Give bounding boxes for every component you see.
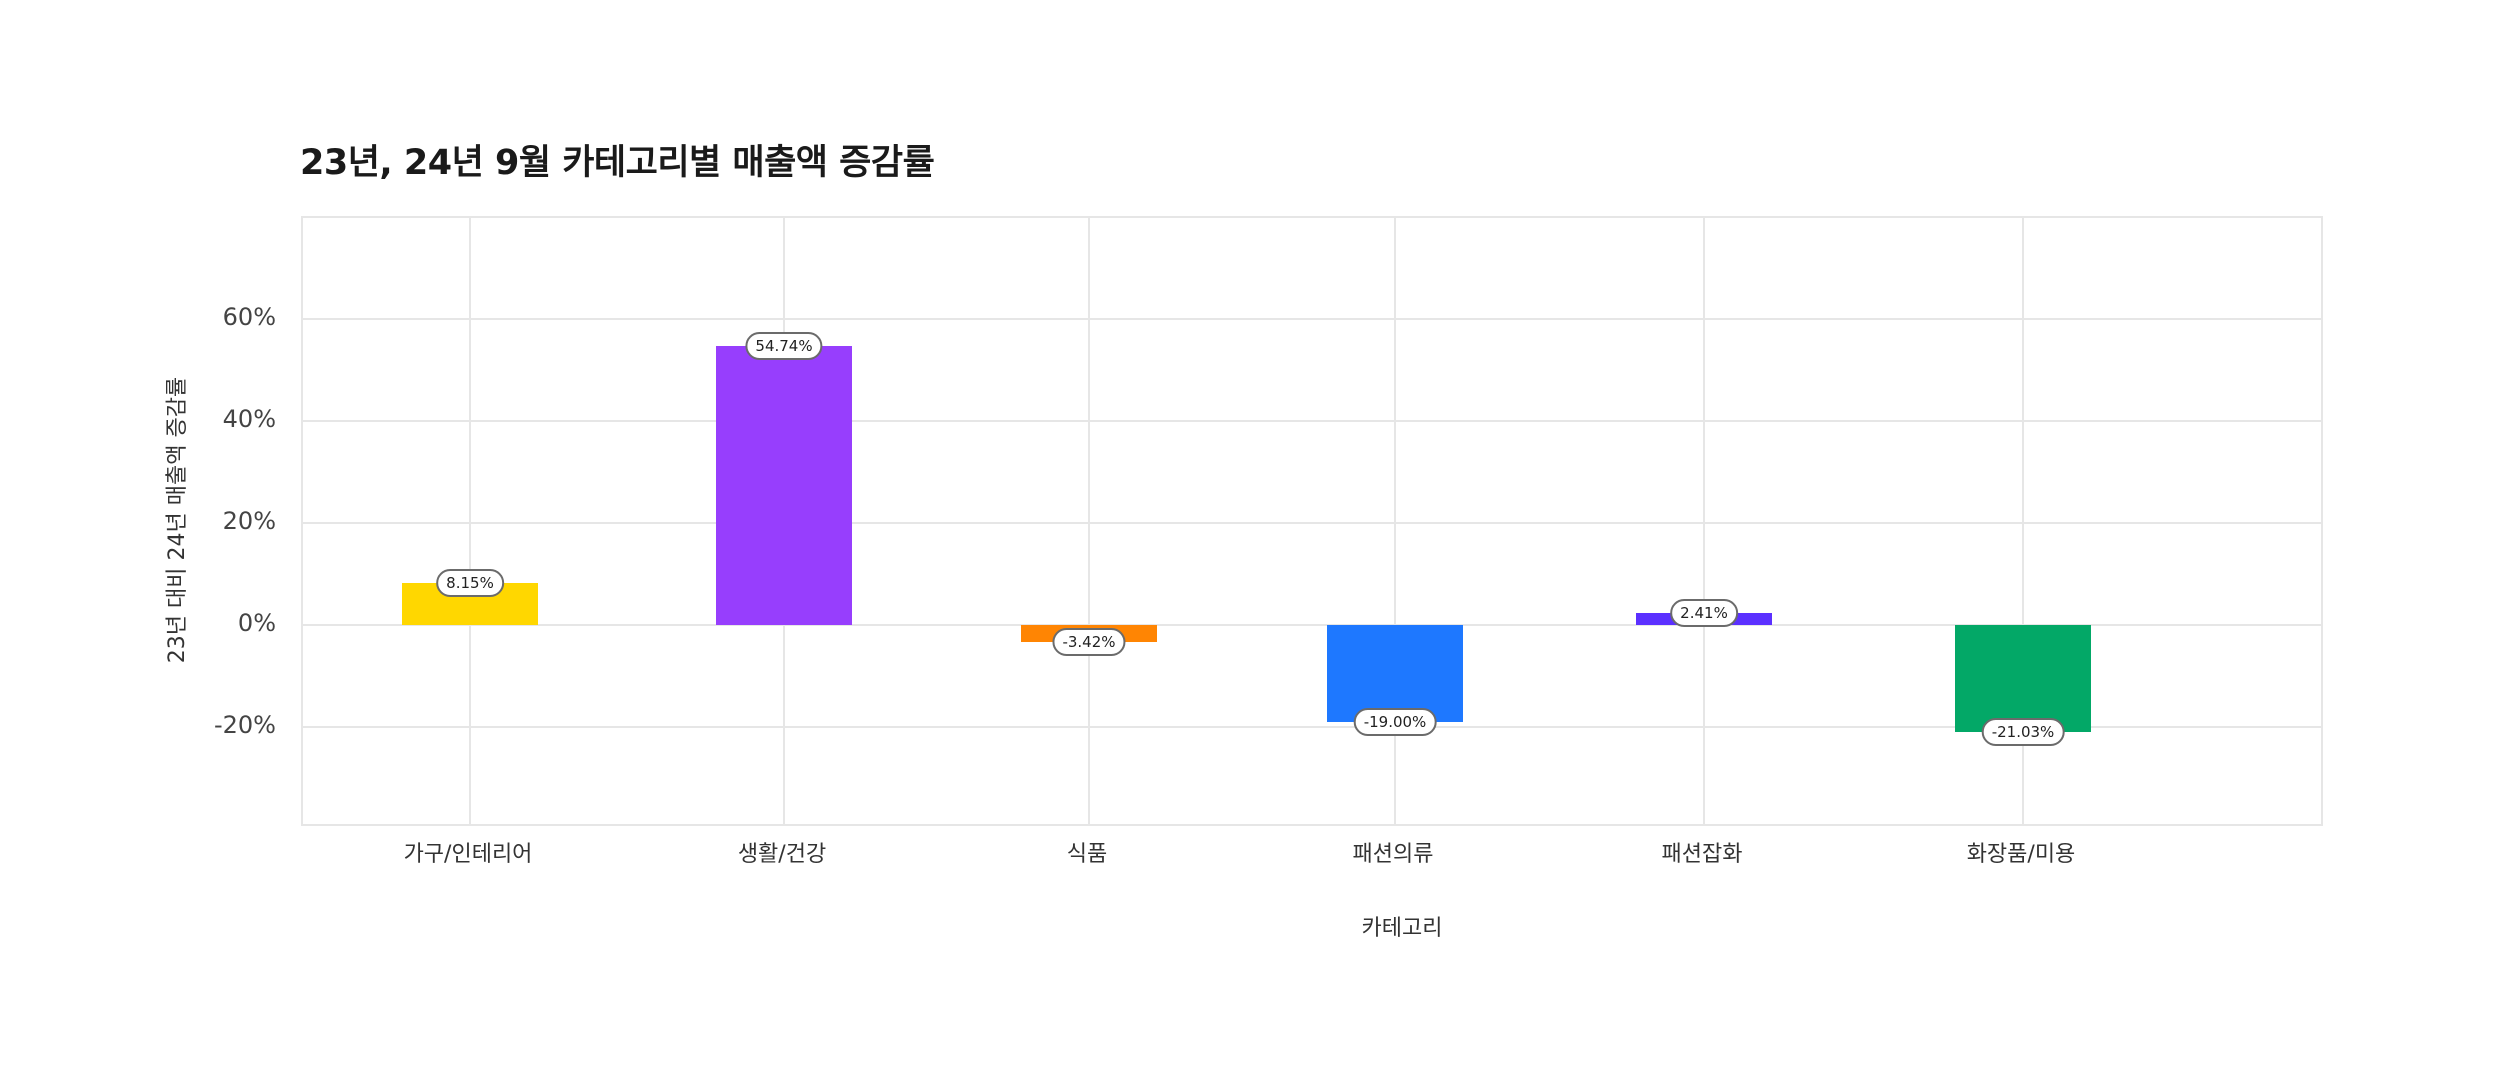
- bar-6[interactable]: [1955, 625, 2091, 733]
- chart-title: 23년, 24년 9월 카테고리별 매출액 증감률: [300, 143, 935, 183]
- x-tick-label: 식품: [1066, 842, 1108, 867]
- bar-value-label: 54.74%: [745, 331, 823, 360]
- gridline-horizontal: [303, 726, 2321, 728]
- gridline-horizontal: [303, 522, 2321, 524]
- gridline-vertical: [1394, 218, 1396, 824]
- y-tick-label: 20%: [222, 507, 276, 535]
- x-axis-label: 카테고리: [1361, 916, 1443, 941]
- bar-2[interactable]: [716, 345, 852, 625]
- gridline-vertical: [2022, 218, 2024, 824]
- bar-value-label: -3.42%: [1052, 628, 1126, 657]
- bar-value-label: 2.41%: [1670, 598, 1738, 627]
- x-tick-label: 생활/건강: [737, 842, 827, 867]
- x-tick-label: 패션잡화: [1661, 842, 1743, 867]
- y-tick-label: 40%: [222, 405, 276, 433]
- x-tick-label: 가구/인테리어: [403, 842, 533, 867]
- y-tick-label: 0%: [237, 609, 276, 637]
- gridline-horizontal: [303, 420, 2321, 422]
- bar-value-label: 8.15%: [436, 569, 504, 598]
- gridline-vertical: [469, 218, 471, 824]
- gridline-vertical: [1703, 218, 1705, 824]
- gridline-horizontal: [303, 624, 2321, 626]
- bar-value-label: -21.03%: [1981, 718, 2065, 747]
- bar-value-label: -19.00%: [1353, 707, 1437, 736]
- y-tick-label: 60%: [222, 303, 276, 331]
- gridline-vertical: [1088, 218, 1090, 824]
- x-tick-label: 화장품/미용: [1966, 842, 2076, 867]
- y-tick-label: -20%: [213, 711, 276, 739]
- bar-4[interactable]: [1327, 625, 1463, 722]
- gridline-horizontal: [303, 318, 2321, 320]
- plot-area: 8.15% 54.74% -3.42% -19.00% 2.41% -21.03%: [301, 216, 2323, 826]
- x-tick-label: 패션의류: [1352, 842, 1434, 867]
